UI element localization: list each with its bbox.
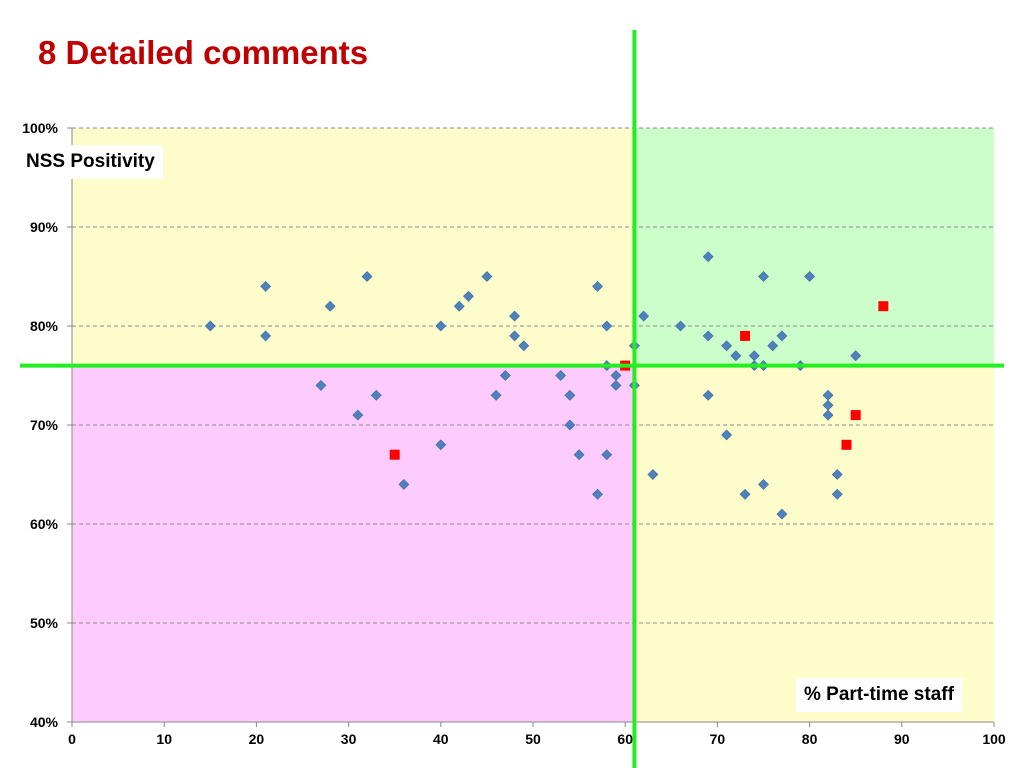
x-tick-label: 0 [68,731,76,747]
x-tick-label: 40 [433,731,449,747]
y-tick-label: 50% [30,615,59,631]
data-point-diamond [831,488,843,500]
data-point-diamond [776,508,788,520]
data-point-diamond [573,449,585,461]
y-tick-label: 80% [30,318,59,334]
data-point-diamond [822,409,834,421]
data-point-diamond [767,340,779,352]
data-point-diamond [592,280,603,292]
data-point-diamond [804,271,816,282]
data-point-diamond [490,389,502,401]
data-point-square [878,301,889,312]
data-point-diamond [721,340,733,352]
data-point-diamond [601,449,613,461]
data-point-square [389,449,400,460]
data-point-diamond [638,310,650,322]
x-tick-label: 30 [341,731,357,747]
data-point-diamond [831,469,843,480]
quadrant-bottom-left [72,365,635,722]
y-tick-label: 100% [22,120,58,136]
data-point-diamond [776,330,788,342]
data-points [204,251,889,520]
data-point-diamond [509,310,520,322]
data-point-diamond [453,300,465,312]
data-point-diamond [370,389,382,401]
x-tick-label: 60 [617,731,633,747]
y-tick-label: 40% [30,714,59,730]
data-point-diamond [564,389,576,401]
data-point-diamond [435,439,447,451]
reference-lines [20,30,1004,768]
x-tick-label: 90 [894,731,910,747]
data-point-diamond [324,300,336,312]
data-point-diamond [435,320,447,332]
data-point-diamond [601,320,613,332]
data-point-diamond [260,280,272,292]
data-point-diamond [564,419,576,431]
data-point-square [841,439,852,450]
quadrant-bottom-right [634,365,994,722]
data-point-diamond [260,330,272,342]
slide-title: 8 Detailed comments [38,34,369,71]
data-point-diamond [398,478,410,490]
data-point-diamond [315,379,327,391]
data-point-diamond [730,350,742,362]
data-point-square [850,410,861,421]
data-point-diamond [758,271,769,282]
x-tick-label: 50 [525,731,541,747]
data-point-diamond [518,340,530,352]
tick-labels: 0 10 20 30 40 50 60 70 80 90 100 40% 50% 60% 70% 80% 90%… [22,120,1006,747]
data-point-diamond [675,320,686,332]
quadrant-top-right [634,128,994,366]
data-point-diamond [739,488,751,500]
data-point-diamond [758,478,769,490]
data-point-diamond [463,290,474,302]
data-point-diamond [352,409,364,421]
x-tick-label: 70 [710,731,726,747]
x-axis-label: % Part-time staff [796,678,962,712]
data-point-diamond [702,330,714,342]
data-point-diamond [592,488,603,500]
data-point-diamond [481,271,493,282]
x-tick-label: 20 [249,731,265,747]
data-point-square [740,330,751,341]
data-point-diamond [361,271,373,282]
axes [67,127,995,727]
data-point-diamond [555,370,567,381]
y-tick-label: 60% [30,516,59,532]
y-tick-label: 90% [30,219,59,235]
data-point-diamond [204,320,216,332]
y-axis-label: NSS Positivity [18,145,163,179]
data-point-diamond [499,370,511,381]
data-point-diamond [647,469,659,480]
y-tick-label: 70% [30,417,59,433]
data-point-diamond [702,389,714,401]
data-point-diamond [850,350,862,362]
x-tick-label: 80 [802,731,818,747]
quadrant-backgrounds [72,128,994,722]
data-point-diamond [721,429,733,441]
data-point-diamond [610,379,622,391]
data-point-diamond [509,330,520,342]
data-point-diamond [702,251,714,263]
x-tick-label: 10 [156,731,172,747]
x-tick-label: 100 [982,731,1006,747]
